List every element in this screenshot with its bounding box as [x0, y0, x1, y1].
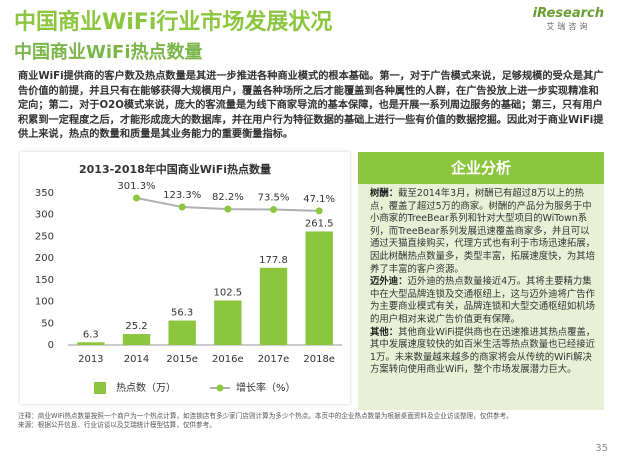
bar — [77, 342, 105, 345]
bar-value-label: 56.3 — [171, 308, 193, 319]
y-tick-label: 250 — [35, 231, 54, 242]
bar-value-label: 102.5 — [214, 287, 243, 298]
y-tick-label: 0 — [48, 340, 54, 351]
panel-title: 企业分析 — [358, 152, 604, 184]
logo-name: iResearch — [532, 6, 604, 21]
chart-title: 2013-2018年中国商业WiFi热点数量 — [79, 162, 271, 176]
line-marker — [315, 207, 323, 215]
y-tick-label: 350 — [35, 188, 54, 199]
analysis-label: 其他： — [370, 326, 399, 338]
logo: iResearch 艾瑞咨询 — [533, 6, 604, 32]
y-tick-label: 200 — [35, 253, 54, 264]
analysis-item: 迈外迪：迈外迪的热点数量接近4万。其将主要精力集中在大型品牌连锁及交通枢纽上，这… — [370, 276, 596, 326]
analysis-label: 树酬： — [370, 188, 399, 199]
legend-marker — [216, 384, 224, 392]
bar — [122, 334, 151, 345]
x-tick-label: 2016e — [212, 354, 244, 365]
line-marker — [133, 194, 140, 202]
y-tick-label: 150 — [35, 275, 54, 286]
analysis-text: 其他商业WiFi提供商也在迅速推进其热点覆盖，其中发展速度较快的如百米生活等热点… — [370, 326, 596, 376]
chart: 2013-2018年中国商业WiFi热点数量 0 50 100 150 200 250 30… — [35, 162, 342, 394]
legend-label: 热点数（万） — [116, 381, 176, 394]
panel-body: 树酬：截至2014年3月，树酬已有超过8万以上的热点，覆盖了超过5万的商家。树酬… — [370, 188, 596, 377]
bar-value-label: 25.2 — [125, 321, 147, 332]
chart-box: 2013-2018年中国商业WiFi热点数量 0 50 100 150 200 250 30… — [20, 152, 350, 404]
line-value-label: 47.1% — [303, 194, 335, 205]
bar — [259, 267, 288, 345]
bar — [214, 300, 242, 345]
bar-value-label: 261.5 — [305, 218, 334, 229]
analysis-item: 其他：其他商业WiFi提供商也在迅速推进其热点覆盖，其中发展速度较快的如百米生活… — [370, 327, 596, 377]
slide-title: 中国商业WiFi行业市场发展状况 — [14, 10, 333, 35]
x-tick-label: 2017e — [258, 354, 290, 365]
slide-subtitle: 中国商业WiFi热点数量 — [14, 42, 203, 63]
bar-value-label: 6.3 — [83, 329, 99, 340]
analysis-panel: 企业分析 树酬：截至2014年3月，树酬已有超过8万以上的热点，覆盖了超过5万的… — [358, 152, 604, 410]
bar-value-label: 177.8 — [259, 255, 288, 266]
logo-cn: 艾瑞咨询 — [546, 22, 591, 31]
analysis-text: 截至2014年3月，树酬已有超过8万以上的热点，覆盖了超过5万的商家。树酬的产品… — [370, 188, 596, 275]
line-marker — [224, 205, 232, 213]
bar — [305, 231, 333, 345]
x-tick-label: 2013 — [78, 354, 103, 365]
footer: 注释：商业WiFi热点数量按照一个商户为一个热点计算，如连锁店有多少家门店则计算… — [18, 412, 608, 430]
x-tick-label: 2015e — [166, 354, 198, 365]
footer-source: 来源：根据公开信息、行业访谈以及艾瑞统计模型估算，仅供参考。 — [18, 421, 216, 429]
line-value-label: 82.2% — [212, 192, 244, 203]
line-value-label: 73.5% — [258, 193, 290, 204]
intro-text: 商业WiFi提供商的客户数及热点数量是其进一步推进各种商业模式的根本基础。第一，… — [18, 71, 604, 140]
analysis-item: 树酬：截至2014年3月，树酬已有超过8万以上的热点，覆盖了超过5万的商家。树酬… — [370, 188, 596, 276]
legend-label: 增长率（%） — [236, 381, 296, 394]
x-tick-label: 2018e — [303, 354, 335, 365]
y-tick-label: 100 — [35, 297, 54, 308]
x-tick-label: 2014 — [124, 354, 149, 365]
y-tick-label: 300 — [35, 210, 54, 221]
page-number: 35 — [595, 443, 608, 454]
y-tick-label: 50 — [41, 318, 54, 329]
analysis-label: 迈外迪： — [370, 276, 408, 288]
line-value-label: 123.3% — [163, 190, 201, 201]
line-marker — [270, 206, 277, 214]
bar — [168, 320, 196, 345]
legend-swatch — [94, 382, 106, 394]
line-value-label: 301.3% — [117, 181, 155, 192]
footer-note: 注释：商业WiFi热点数量按照一个商户为一个热点计算，如连锁店有多少家门店则计算… — [18, 412, 513, 420]
line-marker — [178, 203, 186, 211]
analysis-text: 迈外迪的热点数量接近4万。其将主要精力集中在大型品牌连锁及交通枢纽上，这与迈外迪… — [370, 276, 596, 325]
